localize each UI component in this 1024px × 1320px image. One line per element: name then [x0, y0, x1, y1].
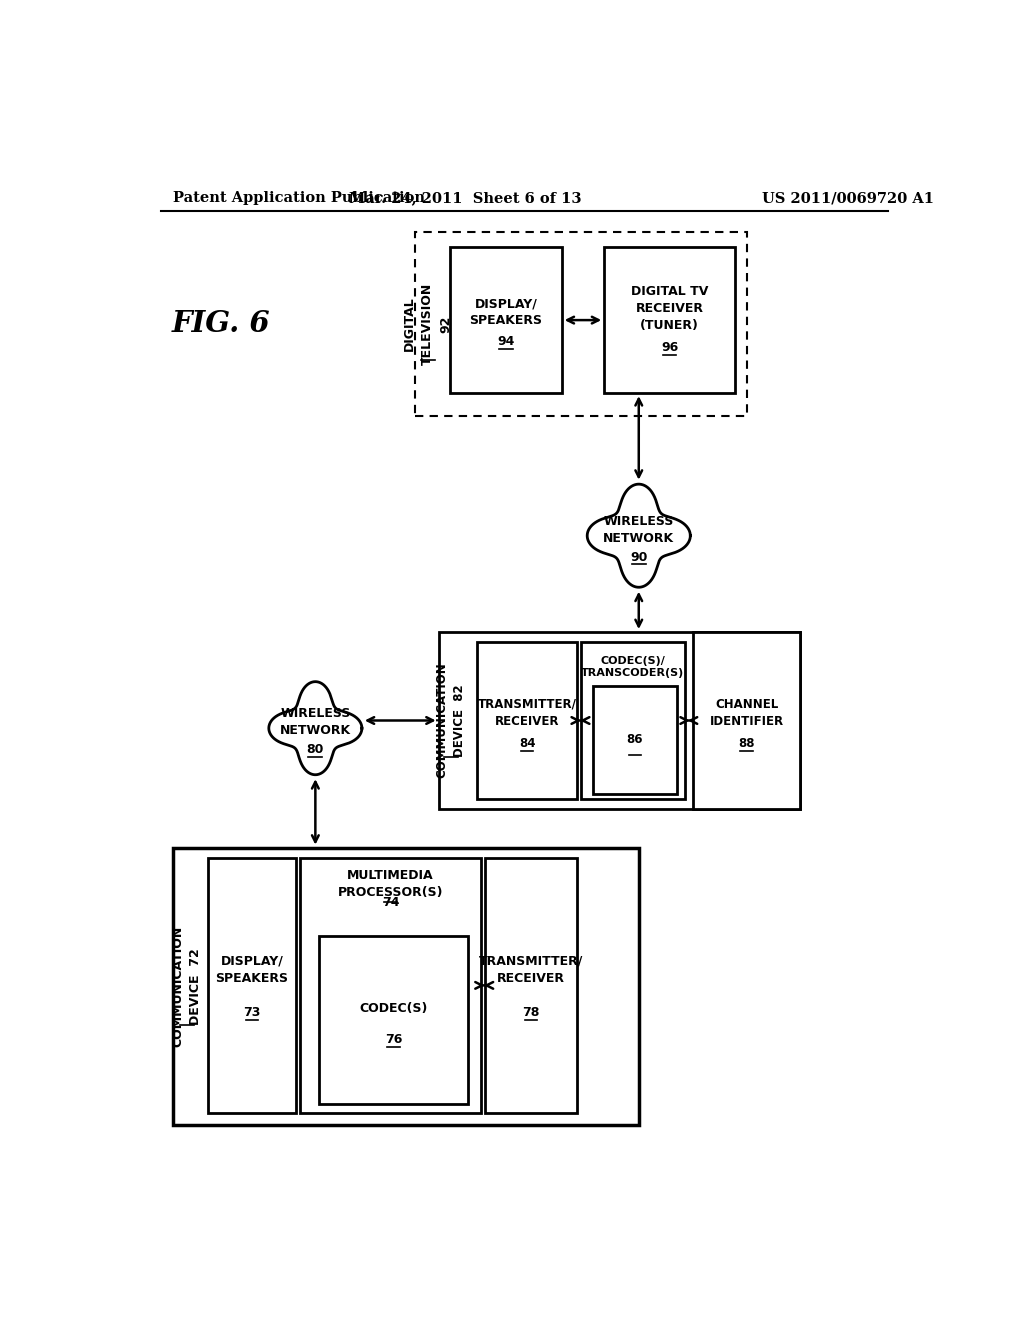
Text: Patent Application Publication: Patent Application Publication — [173, 191, 425, 206]
Bar — [604, 247, 735, 393]
Bar — [451, 247, 562, 393]
Text: 76: 76 — [385, 1032, 402, 1045]
Text: DIGITAL
TELEVISION
92: DIGITAL TELEVISION 92 — [403, 282, 453, 366]
Text: Mar. 24, 2011  Sheet 6 of 13: Mar. 24, 2011 Sheet 6 of 13 — [349, 191, 582, 206]
Text: COMMUNICATION
DEVICE  72: COMMUNICATION DEVICE 72 — [171, 925, 203, 1047]
Text: WIRELESS
NETWORK: WIRELESS NETWORK — [280, 708, 351, 737]
Bar — [319, 936, 468, 1104]
Text: 80: 80 — [306, 743, 324, 756]
Bar — [593, 686, 677, 793]
Polygon shape — [587, 484, 690, 587]
Bar — [173, 847, 639, 1125]
Polygon shape — [269, 681, 361, 775]
Bar — [484, 858, 578, 1113]
Bar — [581, 642, 685, 799]
Text: 88: 88 — [738, 737, 755, 750]
Text: 74: 74 — [382, 896, 399, 909]
Text: TRANSMITTER/
RECEIVER: TRANSMITTER/ RECEIVER — [479, 954, 583, 985]
Text: COMMUNICATION
DEVICE  82: COMMUNICATION DEVICE 82 — [435, 663, 466, 779]
Text: 96: 96 — [660, 341, 678, 354]
Text: DIGITAL TV
RECEIVER
(TUNER): DIGITAL TV RECEIVER (TUNER) — [631, 285, 709, 333]
Text: CODEC(S): CODEC(S) — [359, 1002, 428, 1015]
Text: 90: 90 — [630, 550, 647, 564]
Text: MULTIMEDIA
PROCESSOR(S): MULTIMEDIA PROCESSOR(S) — [338, 869, 443, 899]
Text: 78: 78 — [522, 1006, 540, 1019]
Text: TRANSMITTER/
RECEIVER: TRANSMITTER/ RECEIVER — [477, 698, 577, 727]
Text: 73: 73 — [243, 1006, 260, 1019]
Bar — [477, 642, 578, 799]
Text: FIG. 6: FIG. 6 — [172, 309, 270, 338]
Text: CODEC(S)/
TRANSCODER(S): CODEC(S)/ TRANSCODER(S) — [582, 656, 685, 678]
Bar — [692, 632, 801, 809]
Bar — [300, 858, 481, 1113]
Text: DISPLAY/
SPEAKERS: DISPLAY/ SPEAKERS — [469, 297, 543, 327]
Text: US 2011/0069720 A1: US 2011/0069720 A1 — [762, 191, 934, 206]
Text: 84: 84 — [519, 737, 536, 750]
Text: CHANNEL
IDENTIFIER: CHANNEL IDENTIFIER — [710, 698, 783, 727]
Bar — [416, 231, 746, 416]
Bar — [208, 858, 296, 1113]
Text: 94: 94 — [498, 335, 515, 348]
Text: DISPLAY/
SPEAKERS: DISPLAY/ SPEAKERS — [215, 954, 289, 985]
Text: 86: 86 — [627, 733, 643, 746]
Text: WIRELESS
NETWORK: WIRELESS NETWORK — [603, 515, 675, 545]
Bar — [438, 632, 801, 809]
